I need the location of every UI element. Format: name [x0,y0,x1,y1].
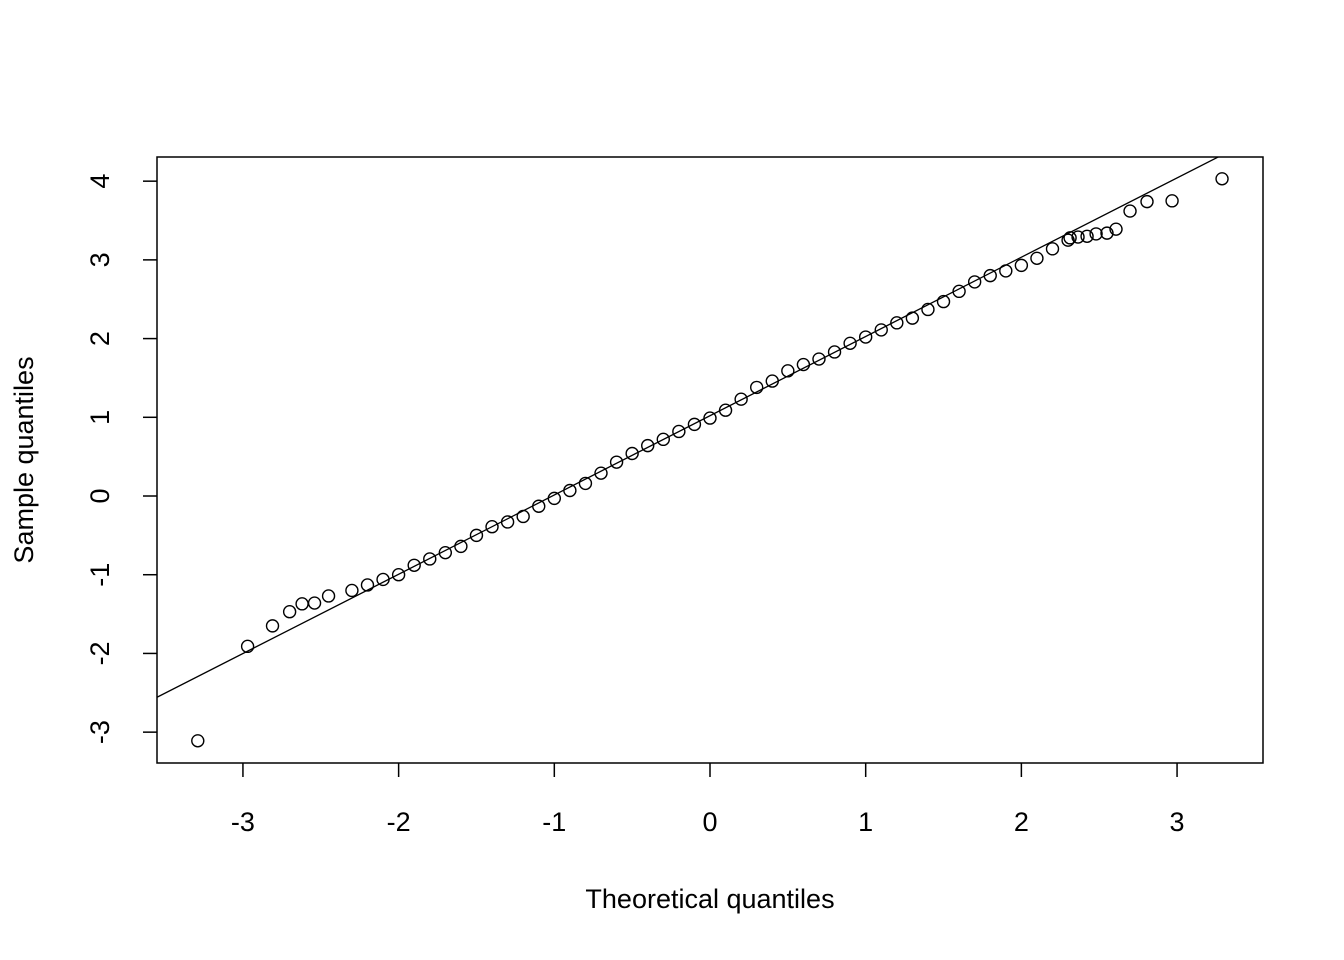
point [796,357,811,372]
point [469,528,484,543]
point [967,275,982,289]
x-tick-label: -2 [387,807,411,837]
point [240,639,255,654]
point [1089,227,1103,241]
point [376,572,390,587]
point [1045,242,1060,256]
point [516,509,530,524]
point [407,558,421,572]
point [1109,222,1123,236]
point [547,491,562,506]
point [890,316,904,330]
point [672,424,686,439]
point [345,583,359,598]
point [321,589,336,603]
point [687,417,702,432]
x-tick-label: 3 [1170,807,1185,837]
point [641,438,655,453]
x-tick-label: 0 [702,807,717,837]
point [1014,258,1029,273]
point [500,515,515,529]
y-tick-label: -1 [85,563,115,587]
point [594,466,608,480]
point [765,374,779,388]
point [295,597,309,611]
point [438,545,453,560]
point [921,302,935,317]
point [1080,229,1094,243]
point [191,734,205,748]
point [307,596,322,610]
point [718,403,733,417]
point [858,330,873,344]
point [656,432,670,447]
point [578,476,593,491]
y-tick-label: 3 [85,252,115,267]
point [936,294,951,309]
point [999,264,1013,278]
point [485,520,499,534]
reference-line [157,157,1220,698]
x-tick-label: -1 [542,807,566,837]
point [812,352,826,366]
point [625,446,639,461]
x-tick-label: 2 [1014,807,1029,837]
point [750,380,764,395]
point [703,411,717,425]
point [282,605,297,619]
point [905,311,920,325]
point [1123,204,1137,218]
point [1063,231,1077,245]
point [360,578,375,592]
point [1071,230,1085,244]
point [391,568,406,582]
point [563,483,577,498]
point [952,284,966,299]
y-tick-label: -3 [85,720,115,744]
point [734,392,748,406]
point [532,499,546,513]
point [609,455,624,469]
point [1100,226,1114,240]
y-tick-label: 0 [85,488,115,503]
point [454,539,468,554]
plot-frame [156,156,1264,764]
point [1215,172,1229,186]
point [265,619,280,633]
point [1030,251,1044,266]
point [423,552,437,566]
point [843,336,857,351]
point [781,364,795,378]
y-tick-label: 1 [85,410,115,425]
y-axis-label: Sample quantiles [9,356,39,563]
y-tick-label: -2 [85,641,115,665]
point [983,268,997,283]
x-axis-label: Theoretical quantiles [585,884,834,914]
y-tick-label: 2 [85,331,115,346]
point [1061,233,1075,247]
point [1165,194,1179,208]
x-tick-label: -3 [231,807,255,837]
y-tick-label: 4 [85,174,115,189]
point [874,323,888,337]
x-tick-label: 1 [858,807,873,837]
point [1140,194,1154,209]
point [827,345,842,359]
